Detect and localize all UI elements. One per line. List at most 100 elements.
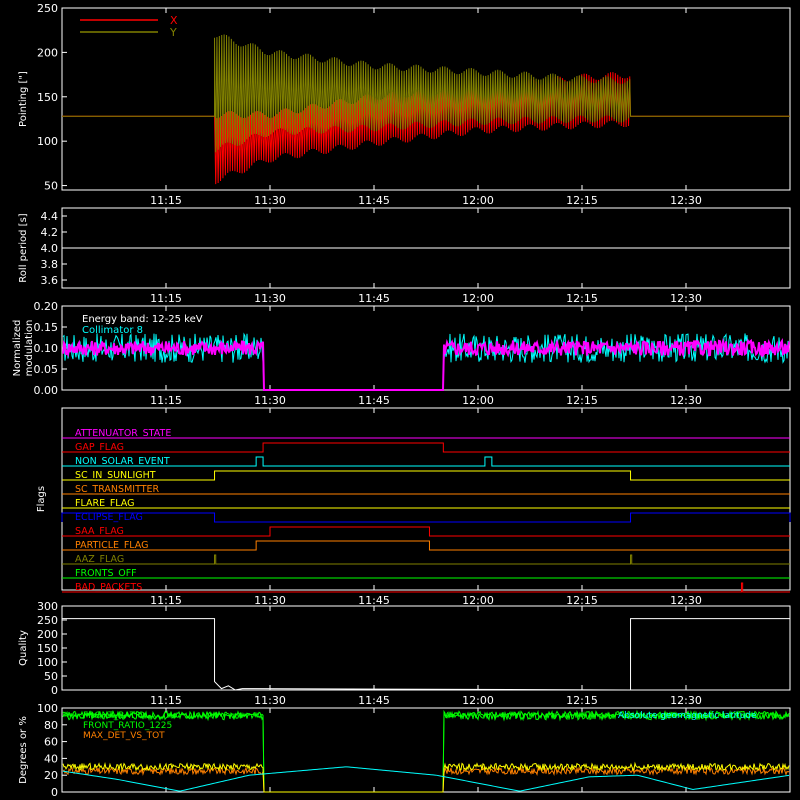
flag-label: SAA_FLAG	[75, 526, 124, 537]
x-tick-label: 11:30	[254, 292, 286, 305]
x-tick-label: 11:30	[254, 694, 286, 707]
x-tick-label: 11:45	[358, 394, 390, 407]
x-tick-label: 11:45	[358, 292, 390, 305]
flag-label: SC_IN_SUNLIGHT	[75, 470, 156, 481]
degrees-series-line	[62, 765, 790, 793]
flags-frame	[61, 407, 791, 591]
x-tick-label: 12:15	[566, 594, 598, 607]
y-tick-label: 0	[51, 684, 58, 697]
x-tick-label: 12:15	[566, 394, 598, 407]
x-tick-label: 12:30	[670, 594, 702, 607]
flag-label: GAP_FLAG	[75, 442, 124, 453]
y-tick-label: 150	[37, 91, 58, 104]
y-axis-label: Quality	[18, 630, 29, 666]
x-tick-label: 12:15	[566, 292, 598, 305]
flag-label: ECLIPSE_FLAG	[75, 512, 143, 523]
x-tick-label: 12:00	[462, 394, 494, 407]
flag-line-eclipse-flag	[61, 512, 791, 523]
y-tick-label: 50	[44, 180, 58, 193]
flag-line-non-solar-event	[62, 456, 790, 467]
latitude-annotation: Absolute geomagnetic latitude	[618, 711, 757, 721]
legend-label: FRONT_RATIO	[83, 711, 145, 721]
x-tick-label: 12:30	[670, 694, 702, 707]
flag-line-aaz-flag	[62, 554, 790, 565]
x-tick-label: 12:30	[670, 194, 702, 207]
x-tick-label: 11:15	[150, 194, 182, 207]
y-tick-label: 3.8	[41, 258, 59, 271]
legend-label: Y	[169, 26, 177, 39]
y-tick-label: 200	[37, 46, 58, 59]
flag-label: PARTICLE_FLAG	[75, 540, 148, 551]
y-axis-label: Degrees or %	[18, 716, 29, 784]
x-tick-label: 11:15	[150, 594, 182, 607]
collimator-annotation: Collimator 8	[82, 325, 143, 336]
x-tick-label: 12:30	[670, 292, 702, 305]
y-tick-label: 300	[37, 600, 58, 613]
y-tick-label: 0.10	[34, 342, 59, 355]
x-tick-label: 11:30	[254, 394, 286, 407]
y-tick-label: 0.05	[34, 363, 59, 376]
x-tick-label: 11:45	[358, 694, 390, 707]
y-tick-label: 4.2	[41, 226, 59, 239]
flag-label: AAZ_FLAG	[75, 554, 124, 565]
y-tick-label: 0	[51, 786, 58, 799]
y-tick-label: 3.6	[41, 274, 59, 287]
y-tick-label: 0.15	[34, 321, 59, 334]
flag-line-bad-packets	[62, 582, 790, 593]
y-tick-label: 250	[37, 614, 58, 627]
y-tick-label: 40	[44, 752, 58, 765]
flag-label: FLARE_FLAG	[75, 498, 135, 509]
x-tick-label: 12:00	[462, 292, 494, 305]
x-tick-label: 11:15	[150, 394, 182, 407]
y-tick-label: 0.00	[34, 384, 59, 397]
legend-label: FRONT_RATIO_1225	[83, 721, 172, 731]
geomagnetic-latitude-line	[62, 766, 790, 792]
y-tick-label: 100	[37, 702, 58, 715]
y-axis-label: Normalized	[12, 320, 23, 377]
y-axis-label: modulation	[24, 320, 35, 377]
x-tick-label: 11:30	[254, 194, 286, 207]
pointing-frame	[61, 7, 791, 191]
flag-label: NON_SOLAR_EVENT	[75, 456, 170, 467]
flag-line-sc-in-sunlight	[62, 470, 790, 481]
series-y-line	[62, 34, 790, 153]
legend-label: X	[170, 14, 178, 27]
y-tick-label: 20	[44, 769, 58, 782]
y-axis-label: Roll period [s]	[18, 213, 29, 282]
modulation-series-line	[62, 332, 790, 391]
roll-panel: 3.6 3.8 4.0 4.2 4.4 Roll period [s] 11:15 11:30…	[18, 207, 791, 305]
degrees-panel: 0 20 40 60 80 100 Degrees or % FRONT_RATIOFRONT…	[18, 702, 791, 799]
x-tick-label: 11:15	[150, 694, 182, 707]
x-tick-label: 11:45	[358, 194, 390, 207]
x-tick-label: 12:15	[566, 694, 598, 707]
y-tick-label: 50	[44, 670, 58, 683]
pointing-panel: 50 100 150 200 250 Pointing ["] 11:15 11:30 11:4…	[18, 2, 791, 207]
y-tick-label: 200	[37, 628, 58, 641]
x-tick-label: 11:45	[358, 594, 390, 607]
y-tick-label: 60	[44, 736, 58, 749]
y-tick-label: 0.20	[34, 300, 59, 313]
flag-line-saa-flag	[62, 526, 790, 537]
legend-label: MAX_DET_VS_TOT	[83, 731, 165, 741]
x-tick-label: 12:00	[462, 694, 494, 707]
x-tick-label: 11:30	[254, 594, 286, 607]
y-tick-label: 4.4	[41, 210, 59, 223]
flag-label: BAD_PACKETS	[75, 582, 142, 593]
y-tick-label: 150	[37, 642, 58, 655]
modulation-panel: 0.00 0.05 0.10 0.15 0.20 Normalized modulation…	[12, 300, 791, 407]
modulation-series-line	[62, 337, 790, 391]
y-axis-label: Pointing ["]	[18, 71, 29, 127]
x-tick-label: 12:15	[566, 194, 598, 207]
flags-panel: 11:15 11:30 11:45 12:00 12:15 12:30 Flags ATTEN…	[36, 407, 791, 607]
x-tick-label: 12:00	[462, 594, 494, 607]
flag-line-particle-flag	[62, 540, 790, 551]
y-tick-label: 100	[37, 656, 58, 669]
x-tick-label: 12:00	[462, 194, 494, 207]
y-tick-label: 4.0	[41, 242, 59, 255]
y-tick-label: 250	[37, 2, 58, 15]
y-tick-label: 80	[44, 719, 58, 732]
energy-band-annotation: Energy band: 12-25 keV	[82, 314, 203, 325]
y-tick-label: 100	[37, 135, 58, 148]
